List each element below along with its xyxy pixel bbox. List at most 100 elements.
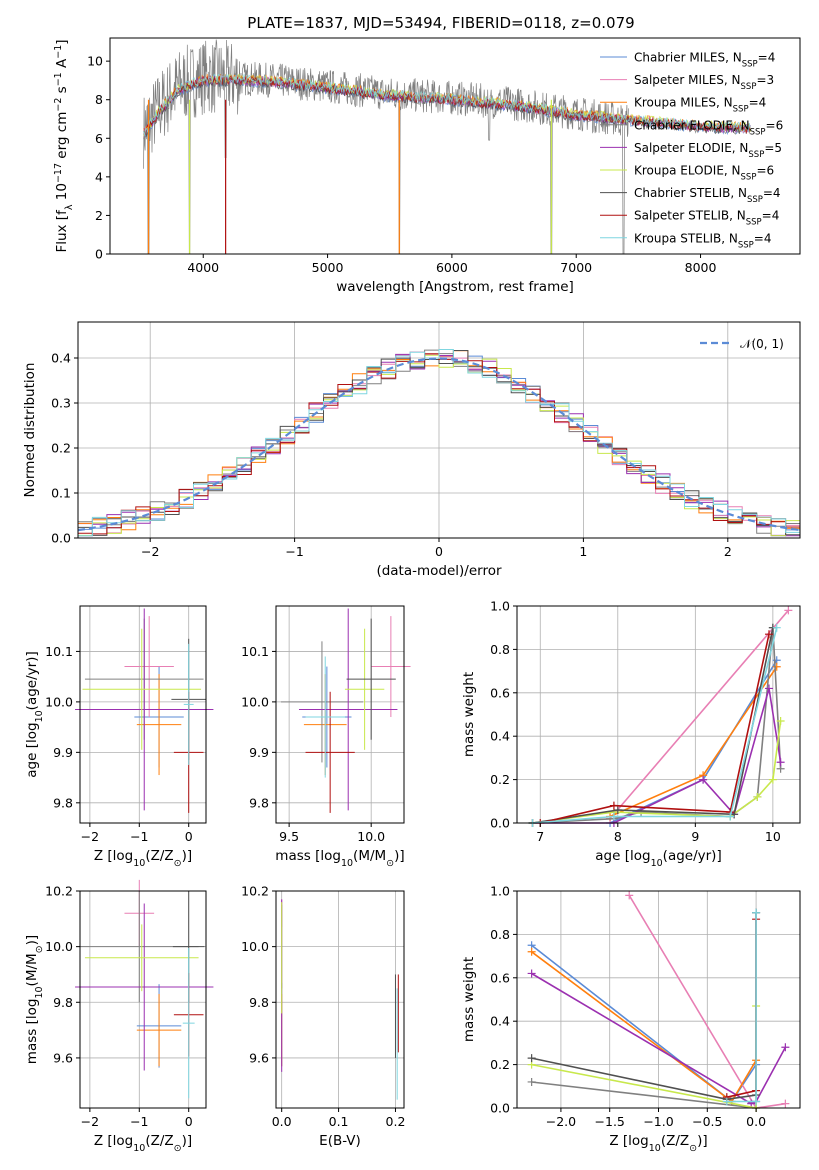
mass-vs-ebv-panel: 0.0 0.1 0.2 9.6 9.8 10.0 10.2 E(B-V): [241, 884, 405, 1150]
legend-entry: Salpeter STELIB, NSSP=4: [634, 209, 779, 228]
mass-weight-point: [772, 662, 781, 671]
x-tick-label: 5000: [312, 260, 344, 275]
x-tick-label: −1: [130, 829, 148, 844]
y-tick-label: 9.8: [53, 795, 73, 810]
mass-weight-point: [764, 684, 773, 693]
mass-weight-line: [532, 627, 778, 824]
mass-weight-line: [609, 609, 790, 820]
x-tick-label: −1: [130, 1114, 148, 1129]
age-vs-metallicity-panel: −2 −1 0 9.8 9.9 10.0 10.1 Z [log10(Z/Z⊙)] age [l…: [24, 605, 214, 869]
mass-weight-point: [625, 891, 634, 900]
weight-vs-age-panel: 7 8 9 10 0.0 0.2 0.4 0.6 0.8 1.0 age [log10(age/yr…: [461, 599, 801, 869]
x-tick-label: 8: [614, 829, 622, 844]
normal-curve: [77, 357, 801, 532]
y-axis-label: mass [log10(M/M⊙)]: [24, 935, 45, 1064]
x-tick-label: −0.5: [692, 1114, 722, 1129]
residuals-panel: −2 −1 0 1 2 0.0 0.1 0.2 0.3 0.4 (data-model)/error…: [22, 321, 801, 579]
y-tick-label: 0.6: [490, 685, 510, 700]
y-tick-label: 10.2: [241, 884, 269, 899]
x-tick-label: −1: [285, 544, 303, 559]
y-axis-label: mass weight: [461, 672, 477, 757]
x-tick-label: 8000: [685, 260, 717, 275]
y-tick-label: 0.0: [51, 531, 71, 546]
x-tick-label: −1.0: [643, 1114, 673, 1129]
x-tick-label: 2: [724, 544, 732, 559]
mass-weight-point: [527, 1054, 536, 1063]
y-tick-label: 10.0: [241, 694, 269, 709]
mass-weight-point: [781, 1043, 790, 1052]
axes-frame: [275, 605, 405, 824]
mass-weight-point: [609, 812, 618, 821]
x-tick-label: 10: [765, 829, 781, 844]
mass-weight-line: [540, 634, 770, 824]
y-tick-label: 8: [95, 92, 103, 107]
y-tick-label: 0.4: [490, 729, 510, 744]
axes-frame: [275, 890, 405, 1109]
histogram-step-line: [78, 354, 800, 537]
y-tick-label: 9.9: [53, 745, 73, 760]
x-tick-label: 10.0: [357, 829, 385, 844]
y-tick-label: 0.4: [490, 1014, 510, 1029]
y-tick-label: 2: [95, 208, 103, 223]
x-tick-label: 0.0: [746, 1114, 766, 1129]
model-spectrum-line: [143, 75, 751, 138]
mass-weight-point: [722, 1097, 731, 1106]
y-tick-label: 10.2: [45, 884, 73, 899]
x-axis-label: mass [log10(M/M⊙)]: [275, 848, 404, 869]
mass-weight-point: [613, 805, 622, 814]
mass-weight-point: [527, 969, 536, 978]
y-tick-label: 10: [87, 54, 103, 69]
axes-frame: [516, 605, 801, 824]
legend-entry: Chabrier MILES, NSSP=4: [634, 51, 775, 70]
mass-weight-point: [527, 947, 536, 956]
y-tick-label: 1.0: [490, 599, 510, 614]
y-tick-label: 4: [95, 169, 103, 184]
spectrum-panel: 4000 5000 6000 7000 8000 0 2 4 6 8 10 wavelength [A…: [53, 37, 801, 295]
legend-entry: Chabrier ELODIE, NSSP=6: [634, 118, 783, 137]
x-tick-label: 0: [435, 544, 443, 559]
y-tick-label: 9.8: [249, 995, 269, 1010]
y-tick-label: 0.2: [51, 441, 71, 456]
y-tick-label: 0.8: [490, 642, 510, 657]
x-axis-label: Z [log10(Z/Z⊙)]: [94, 848, 192, 869]
y-axis-label: Flux [fλ 10−17 erg cm−2 s−1 A−1]: [53, 39, 75, 252]
x-axis-label: E(B-V): [319, 1133, 361, 1149]
x-tick-label: 0.0: [272, 1114, 292, 1129]
y-tick-label: 0.0: [490, 816, 510, 831]
y-tick-label: 0.1: [51, 486, 71, 501]
legend-entry: 𝒩(0, 1): [740, 337, 784, 351]
x-tick-label: −2: [81, 1114, 99, 1129]
legend-entry: Kroupa MILES, NSSP=4: [634, 96, 766, 115]
y-tick-label: 0: [95, 247, 103, 262]
legend-entry: Kroupa STELIB, NSSP=4: [634, 231, 772, 250]
mass-weight-point: [776, 758, 785, 767]
x-tick-label: −2: [141, 544, 159, 559]
y-tick-label: 9.9: [249, 745, 269, 760]
model-spectrum-line: [143, 73, 751, 136]
legend-entry: Chabrier STELIB, NSSP=4: [634, 186, 781, 205]
y-axis-label: Normed distribution: [22, 363, 38, 498]
y-tick-label: 10.1: [45, 644, 73, 659]
mass-weight-point: [752, 908, 761, 917]
mass-weight-point: [764, 630, 773, 639]
mass-weight-point: [772, 623, 781, 632]
x-axis-label: wavelength [Angstrom, rest frame]: [336, 279, 574, 295]
x-axis-label: age [log10(age/yr)]: [595, 848, 721, 869]
y-tick-label: 10.0: [45, 694, 73, 709]
legend-entry: Salpeter ELODIE, NSSP=5: [634, 141, 782, 160]
x-tick-label: 4000: [187, 260, 219, 275]
axes-frame: [79, 890, 207, 1109]
y-tick-label: 9.8: [249, 795, 269, 810]
y-tick-label: 1.0: [490, 884, 510, 899]
x-tick-label: −2: [81, 829, 99, 844]
y-tick-label: 10.0: [241, 939, 269, 954]
axes-frame: [109, 37, 801, 255]
age-vs-mass-panel: 9.5 10.0 9.8 9.9 10.0 10.1 mass [log10(M/M⊙)]: [241, 605, 411, 869]
mass-weight-point: [776, 717, 785, 726]
y-tick-label: 0.3: [51, 396, 71, 411]
histogram-step-line: [78, 350, 800, 536]
x-axis-label: (data-model)/error: [376, 563, 502, 579]
y-tick-label: 0.4: [51, 351, 71, 366]
histogram-step-line: [78, 349, 800, 537]
x-tick-label: 1: [579, 544, 587, 559]
